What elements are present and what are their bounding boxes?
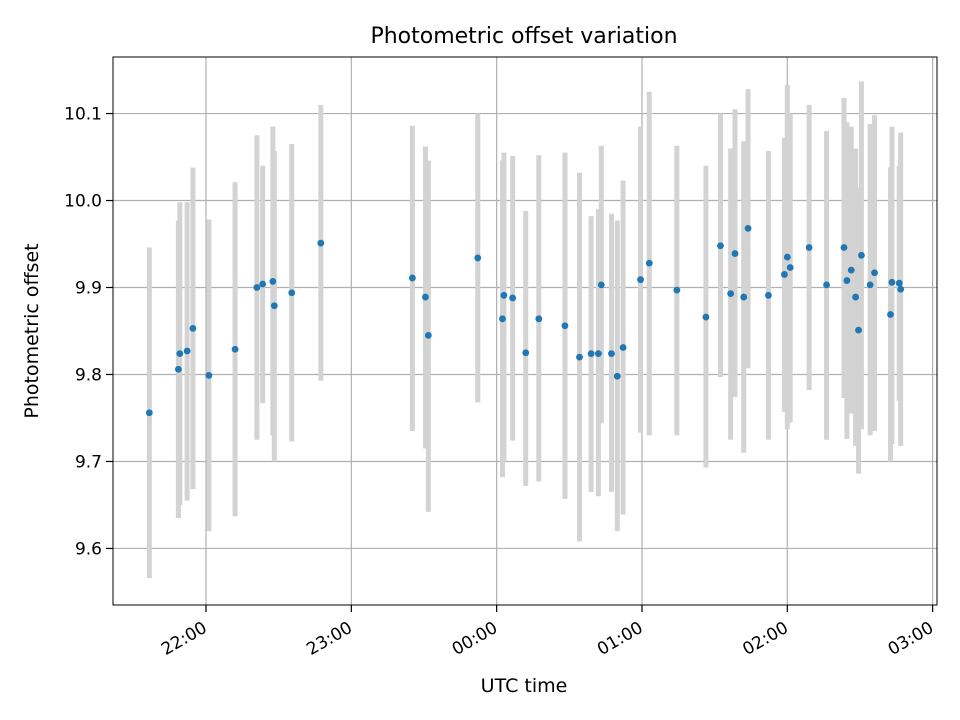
data-point — [781, 271, 788, 278]
data-point — [613, 372, 621, 380]
data-point — [500, 291, 508, 299]
data-point — [765, 291, 772, 299]
data-point — [783, 253, 791, 261]
y-tick-label: 9.8 — [75, 365, 102, 385]
data-point — [174, 365, 182, 373]
data-point — [597, 281, 605, 289]
data-point — [727, 290, 735, 297]
y-tick-label: 10.0 — [64, 192, 102, 212]
data-point — [744, 224, 752, 232]
data-point — [176, 350, 184, 358]
data-point — [576, 353, 583, 361]
data-point — [269, 278, 277, 285]
y-tick-label: 9.9 — [75, 279, 102, 299]
y-axis-ticks: 9.6 9.7 9.8 9.9 10.0 10.1 — [64, 105, 113, 559]
y-tick-label: 9.7 — [75, 452, 102, 472]
data-point — [858, 251, 865, 259]
data-point — [270, 302, 278, 310]
data-point — [561, 322, 569, 330]
data-point — [499, 315, 506, 323]
data-point — [786, 264, 794, 271]
data-point — [594, 350, 602, 358]
data-point — [259, 280, 267, 288]
data-point — [587, 350, 595, 358]
data-points — [145, 224, 905, 417]
data-point — [740, 293, 748, 301]
data-point — [702, 313, 710, 321]
data-point — [645, 259, 653, 267]
data-point — [231, 345, 239, 353]
data-point — [522, 349, 530, 357]
y-tick-label: 10.1 — [64, 105, 102, 125]
data-point — [608, 350, 615, 358]
data-point — [535, 315, 543, 323]
data-point — [145, 409, 153, 417]
data-point — [637, 276, 644, 284]
data-point — [253, 284, 261, 291]
data-point — [619, 344, 627, 351]
data-point — [731, 250, 739, 257]
data-point — [888, 278, 896, 286]
data-point — [866, 281, 874, 289]
data-point — [823, 281, 830, 289]
data-point — [422, 293, 429, 301]
y-axis-label: Photometric offset — [21, 243, 43, 418]
data-point — [205, 371, 213, 379]
data-point — [887, 311, 894, 318]
data-point — [871, 269, 878, 277]
y-tick-label: 9.6 — [75, 539, 102, 559]
data-point — [317, 239, 325, 247]
data-point — [897, 285, 905, 293]
data-point — [855, 326, 862, 334]
data-point — [805, 244, 813, 251]
data-point — [183, 347, 191, 355]
data-point — [843, 277, 851, 284]
chart-title: Photometric offset variation — [370, 24, 677, 49]
data-point — [895, 279, 903, 287]
data-point — [509, 294, 517, 302]
data-point — [474, 254, 482, 262]
data-point — [847, 266, 855, 274]
data-point — [288, 289, 296, 297]
data-point — [717, 242, 724, 250]
data-point — [189, 324, 197, 332]
data-point — [424, 331, 432, 339]
x-axis-label: UTC time — [481, 675, 568, 697]
plot-frame — [112, 56, 938, 606]
data-point — [673, 286, 681, 294]
data-point — [840, 244, 848, 251]
data-point — [408, 274, 416, 282]
data-point — [852, 293, 860, 301]
